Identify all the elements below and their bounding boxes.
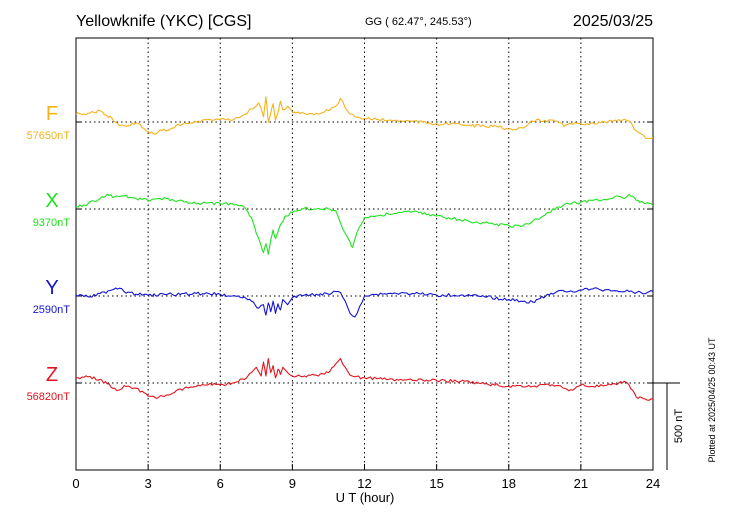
x-tick-label: 0	[72, 476, 79, 491]
channel-labels: F 57650nT X 9370nT Y 2590nT Z 56820nT	[27, 103, 71, 403]
plotted-timestamp: Plotted at 2025/04/25 00:43 UT	[707, 337, 717, 463]
x-tick-label: 18	[502, 476, 516, 491]
baseline-label-z: 56820nT	[27, 391, 71, 403]
baseline-label-f: 57650nT	[27, 130, 71, 142]
trace-x	[75, 193, 654, 255]
x-tick-label: 3	[145, 476, 152, 491]
scale-bar-label: 500 nT	[673, 409, 685, 444]
trace-z	[76, 358, 654, 401]
baseline-label-x: 9370nT	[33, 217, 71, 229]
x-tick-label: 24	[646, 476, 660, 491]
x-tick-label: 15	[429, 476, 443, 491]
x-tick-label: 9	[289, 476, 296, 491]
trace-f	[75, 96, 654, 140]
channel-label-z: Z	[46, 364, 58, 386]
traces	[75, 96, 654, 401]
channel-label-y: Y	[45, 277, 58, 299]
channel-label-x: X	[45, 190, 58, 212]
trace-y	[75, 287, 654, 318]
station-title: Yellowknife (YKC) [CGS]	[76, 13, 251, 30]
baseline-label-y: 2590nT	[33, 304, 71, 316]
x-axis-label: U T (hour)	[336, 490, 395, 505]
station-coordinates: GG ( 62.47°, 245.53°)	[365, 16, 472, 28]
x-axis-ticks: 0 3 6 9 12 15 18 21 24	[72, 121, 660, 491]
scale-bar: 500 nT	[653, 382, 685, 470]
grid-lines	[76, 38, 653, 470]
channel-label-f: F	[46, 103, 58, 125]
x-tick-label: 21	[574, 476, 588, 491]
plot-date: 2025/03/25	[573, 13, 653, 30]
x-tick-label: 6	[217, 476, 224, 491]
x-tick-label: 12	[357, 476, 371, 491]
